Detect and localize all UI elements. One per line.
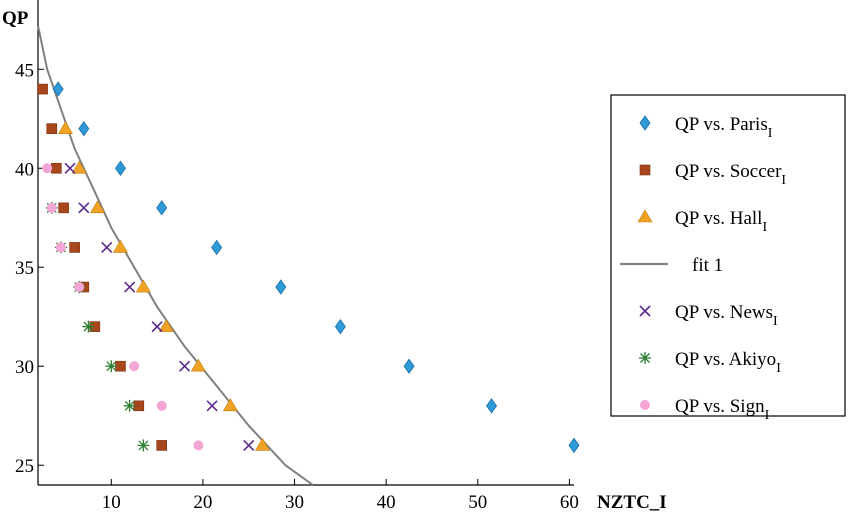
data-point — [90, 200, 106, 214]
legend-box — [610, 94, 846, 417]
data-point — [105, 360, 118, 373]
data-point — [156, 400, 167, 411]
legend-swatch — [639, 164, 651, 176]
legend-label: QP vs. SignI — [675, 396, 770, 423]
legend-label: fit 1 — [692, 255, 723, 276]
x-tick-label: 60 — [560, 492, 579, 513]
y-tick-label: 25 — [15, 456, 34, 477]
data-point — [69, 242, 80, 253]
legend-item: QP vs. HallI — [637, 208, 767, 235]
fit-line — [37, 25, 314, 486]
data-point — [112, 239, 128, 253]
plot-frame — [37, 0, 574, 486]
data-point — [151, 321, 163, 333]
y-tick-label: 40 — [15, 159, 34, 180]
legend-item: QP vs. ParisI — [639, 114, 773, 141]
series-qp-vs-hall — [57, 121, 271, 451]
data-point — [193, 440, 204, 451]
data-point — [74, 282, 85, 293]
series-qp-vs-soccer — [37, 83, 167, 451]
data-point — [254, 437, 271, 451]
legend-label: QP vs. SoccerI — [675, 161, 786, 188]
data-point — [129, 361, 140, 372]
data-point — [156, 200, 168, 216]
data-point — [78, 202, 90, 214]
data-point — [78, 120, 90, 137]
data-point — [58, 202, 69, 214]
data-point — [158, 319, 174, 332]
data-point — [275, 279, 287, 295]
data-point — [82, 320, 95, 333]
data-point — [403, 358, 415, 374]
x-tick-label: 20 — [193, 492, 212, 513]
data-point — [206, 400, 218, 412]
legend-label: QP vs. HallI — [675, 208, 767, 235]
data-point — [71, 160, 87, 174]
x-tick-label: 50 — [468, 492, 487, 513]
data-point — [57, 121, 74, 134]
legend-label: QP vs. NewsI — [675, 302, 778, 329]
data-point — [135, 279, 151, 293]
x-tick-label: 30 — [285, 492, 304, 513]
series-qp-vs-news — [64, 162, 255, 451]
data-point — [486, 398, 498, 414]
data-point — [123, 399, 136, 412]
legend-item: QP vs. SignI — [640, 396, 770, 423]
legend-item: fit 1 — [620, 255, 723, 276]
data-point — [37, 83, 48, 95]
legend-item: QP vs. NewsI — [639, 302, 778, 329]
legend-label: QP vs. ParisI — [675, 114, 773, 141]
data-point — [334, 318, 346, 335]
data-point — [55, 242, 66, 253]
data-point — [568, 437, 580, 454]
legend-swatch — [637, 209, 653, 223]
series-qp-vs-paris — [52, 81, 580, 454]
data-point — [124, 281, 136, 293]
data-point — [101, 241, 113, 254]
y-tick-label: 35 — [15, 258, 34, 279]
ticks: 10 20 30 40 50 60 25 30 35 40 45 — [15, 60, 579, 513]
data-point — [190, 358, 206, 372]
legend-label: QP vs. AkiyoI — [675, 349, 781, 376]
data-point — [179, 360, 191, 372]
data-point — [137, 439, 150, 452]
x-axis-title: NZTC_I — [597, 492, 667, 513]
legend-swatch — [639, 352, 651, 364]
fit-layer — [37, 25, 314, 486]
data-point — [222, 398, 238, 412]
data-point — [114, 160, 126, 176]
data-point — [52, 81, 64, 97]
legend-item: QP vs. SoccerI — [639, 161, 786, 188]
y-axis-title: QP — [2, 8, 29, 29]
legend-swatch — [639, 305, 651, 317]
legend-item: QP vs. AkiyoI — [639, 349, 781, 376]
y-tick-label: 45 — [15, 60, 34, 81]
series-qp-vs-sign — [42, 163, 204, 451]
data-point — [51, 162, 62, 174]
points-layer — [37, 81, 580, 454]
y-tick-label: 30 — [15, 357, 34, 378]
x-tick-label: 40 — [377, 492, 396, 513]
legend-swatch — [639, 115, 651, 131]
x-tick-label: 10 — [102, 492, 121, 513]
data-point — [156, 440, 167, 451]
legend-swatch — [640, 400, 650, 410]
legend: QP vs. ParisI QP vs. SoccerI QP vs. HallI f… — [610, 94, 846, 423]
data-point — [46, 202, 57, 213]
data-point — [211, 239, 223, 256]
data-point — [46, 123, 58, 134]
data-point — [64, 162, 76, 174]
data-point — [42, 163, 53, 174]
data-point — [243, 439, 255, 451]
